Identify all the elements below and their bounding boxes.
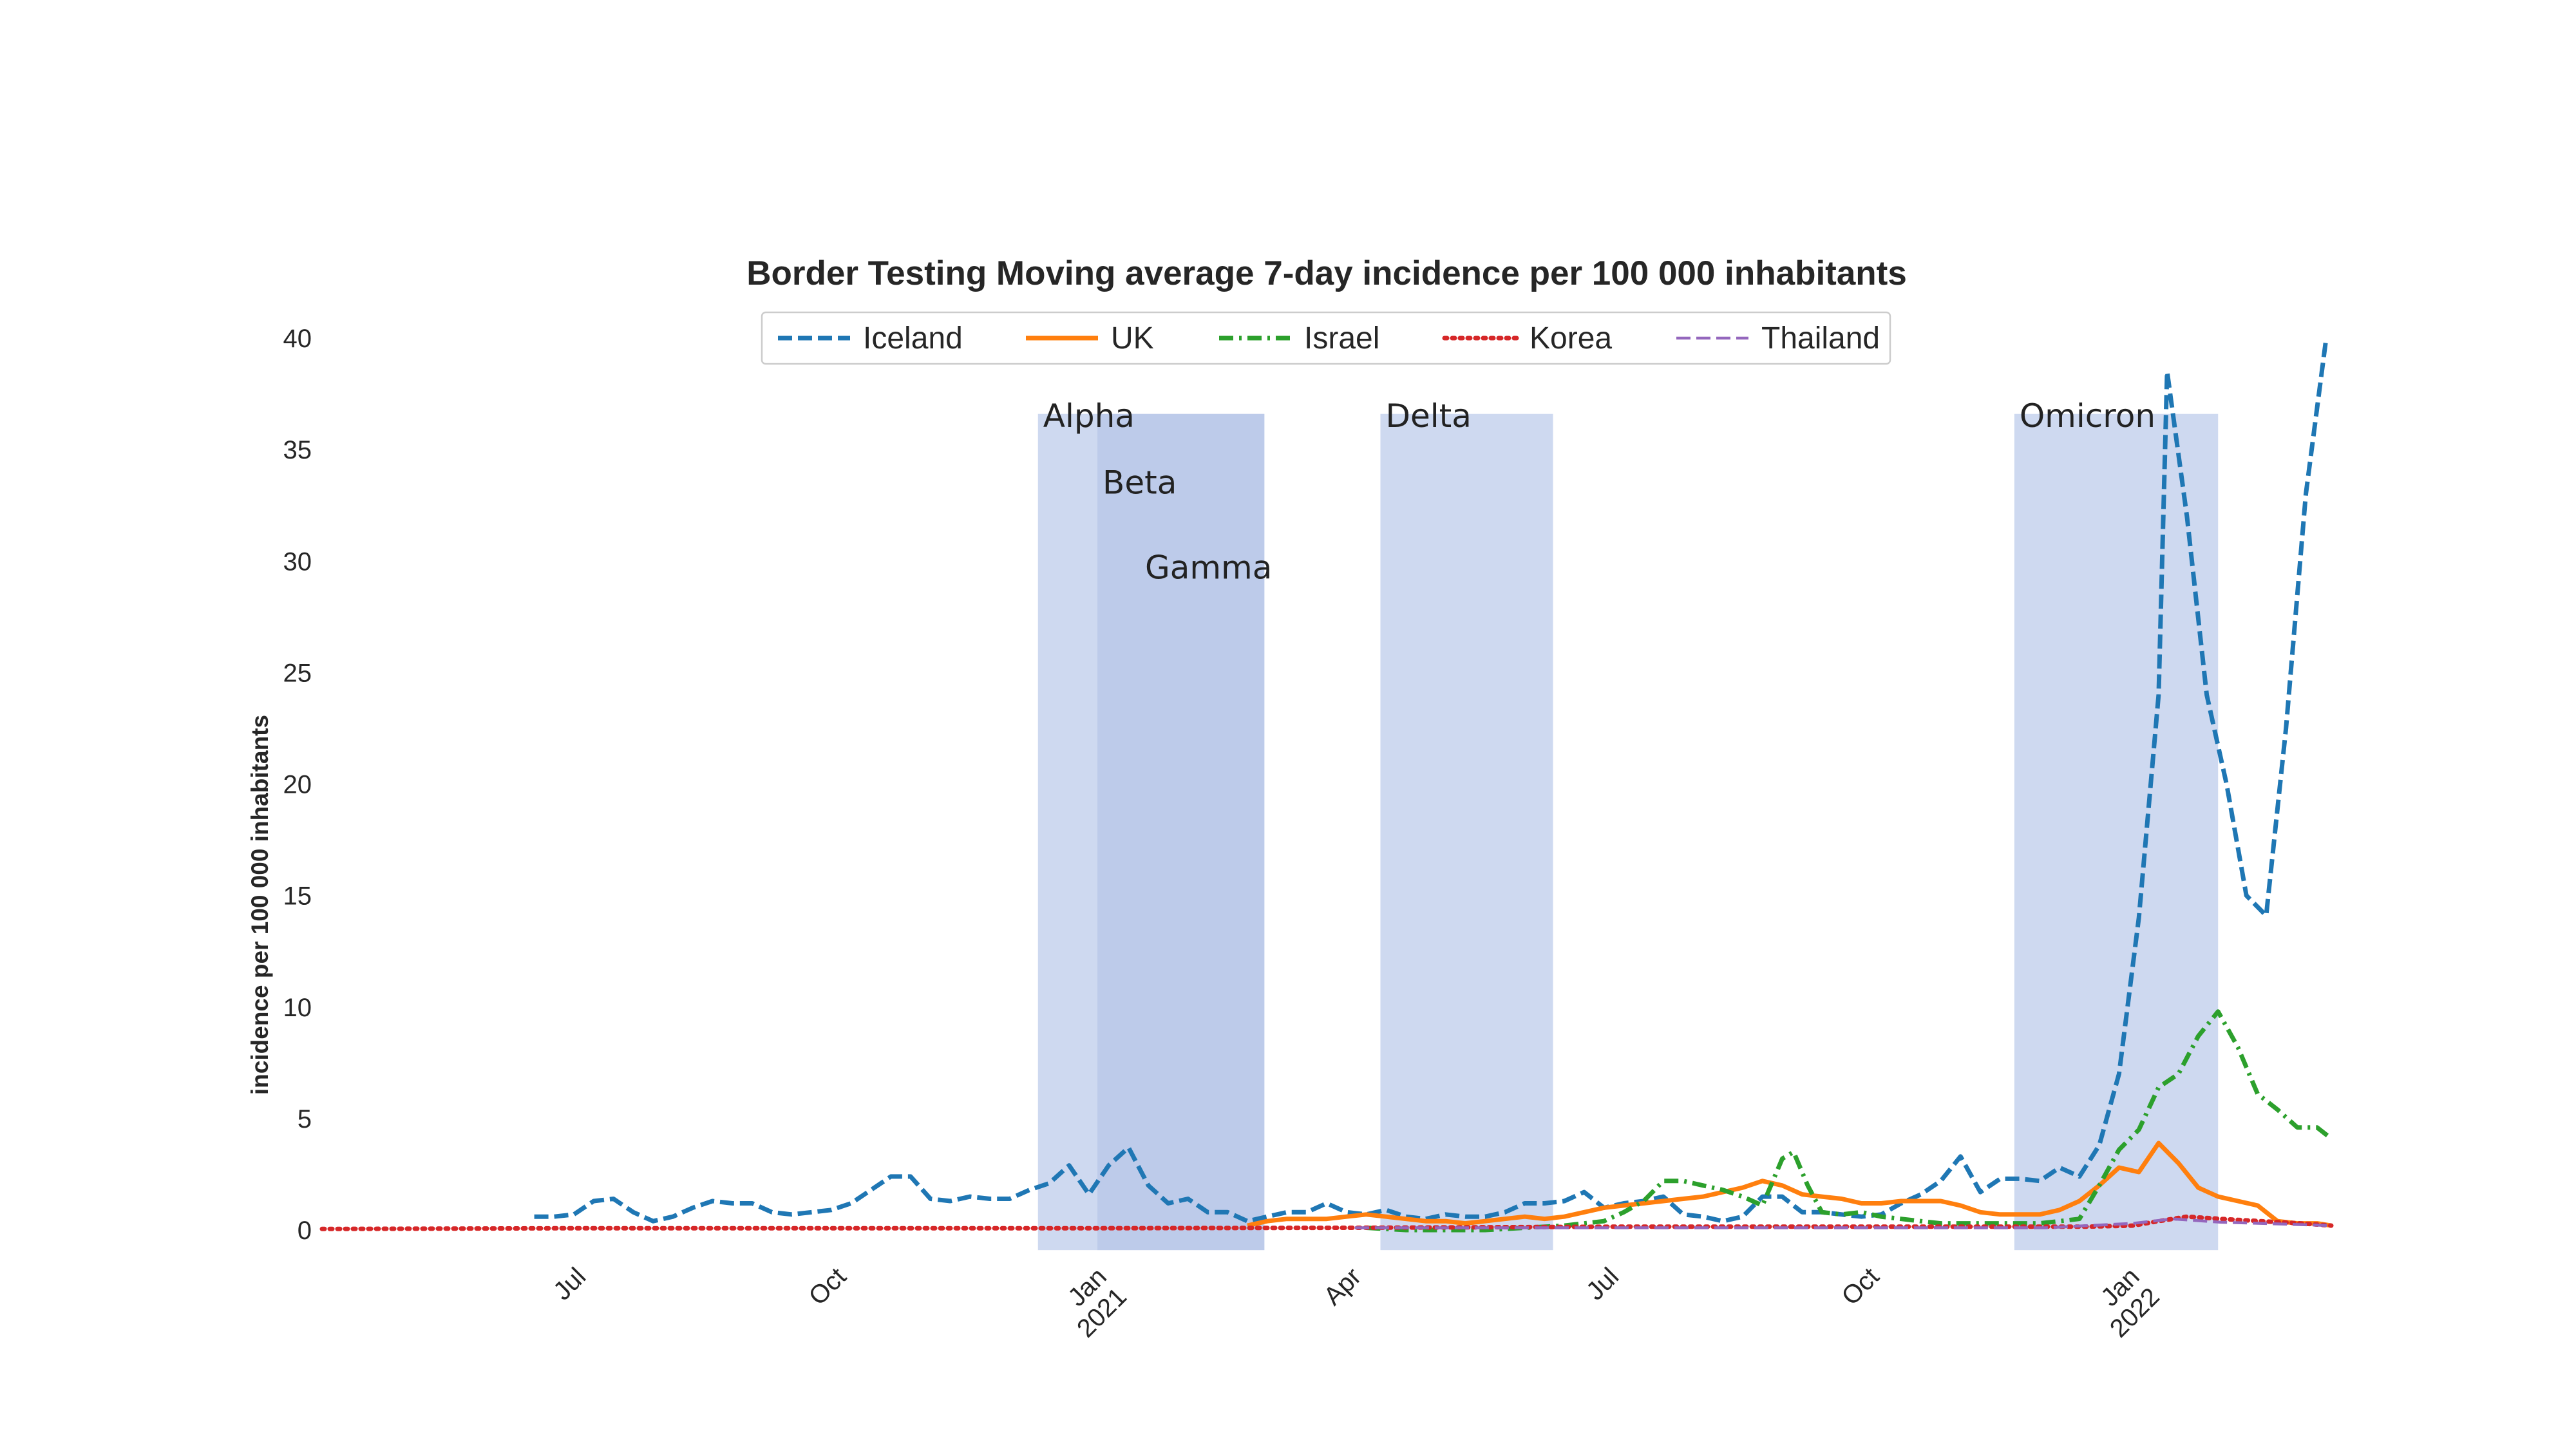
legend-label-iceland: Iceland: [863, 321, 963, 355]
legend: Iceland UK Israel Korea Thailand: [761, 311, 1891, 365]
band-label-delta: Delta: [1385, 397, 1471, 435]
band-gamma: [1139, 413, 1265, 1251]
y-tick-label: 5: [298, 1105, 312, 1133]
y-tick-label: 10: [283, 994, 312, 1022]
band-label-alpha: Alpha: [1043, 397, 1135, 435]
y-tick-label: 25: [283, 659, 312, 687]
series-lines: [319, 342, 2334, 1233]
band-label-gamma: Gamma: [1145, 549, 1272, 586]
series-line-iceland: [534, 342, 2328, 1224]
legend-label-korea: Korea: [1530, 321, 1612, 355]
band-label-omicron: Omicron: [2020, 397, 2155, 435]
legend-frame: [761, 311, 1891, 365]
band-omicron: [2014, 413, 2219, 1251]
legend-label-uk: UK: [1111, 321, 1154, 355]
band-beta: [1097, 413, 1140, 1251]
chart-title: Border Testing Moving average 7-day inci…: [746, 254, 1907, 292]
legend-label-thailand: Thailand: [1761, 321, 1880, 355]
series-line-uk: [1247, 1141, 2332, 1228]
y-tick-label: 0: [298, 1217, 312, 1245]
band-delta: [1380, 413, 1553, 1251]
y-tick-label: 30: [283, 547, 312, 576]
variant-band-labels: Alpha Beta Gamma Delta Omicron: [1043, 397, 2155, 586]
y-axis-label: incidence per 100 000 inhabitants: [247, 715, 273, 1095]
series-line-israel: [1366, 1009, 2333, 1233]
y-tick-label: 20: [283, 771, 312, 799]
y-tick-label: 40: [283, 325, 312, 353]
y-tick-label: 35: [283, 436, 312, 464]
y-tick-label: 15: [283, 882, 312, 911]
y-axis-ticks: 0 5 10 15 20 25 30 35 40: [283, 325, 312, 1245]
legend-label-israel: Israel: [1304, 321, 1379, 355]
band-label-beta: Beta: [1103, 464, 1177, 502]
variant-bands: [1037, 413, 2219, 1251]
series-line-thailand: [1354, 1217, 2332, 1229]
